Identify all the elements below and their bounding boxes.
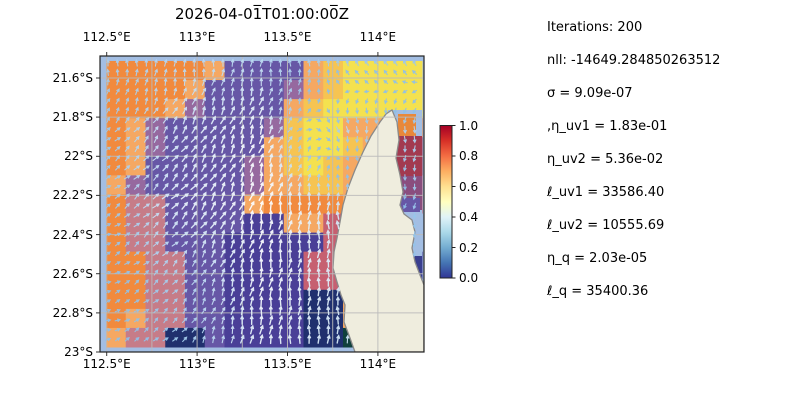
x-tick-label-bottom: 113.5°E: [263, 357, 312, 371]
y-tick-label: 22.8°S: [52, 305, 93, 320]
stat-line-5: ℓ_uv1 = 33586.40: [547, 185, 665, 200]
quiver-arrows: [104, 58, 418, 345]
x-tick-label-top: 112.5°E: [82, 30, 131, 44]
y-tick-label: 22.4°S: [52, 227, 93, 242]
x-tick-label-top: 114°E: [359, 30, 397, 44]
x-tick-label-top: 113.5°E: [263, 30, 312, 44]
stat-line-7: η_q = 2.03e-05: [547, 251, 648, 266]
colorbar-tick-label: 0.2: [459, 240, 479, 255]
colorbar-tick-label: 0.4: [459, 210, 479, 224]
y-tick-label: 23°S: [64, 345, 93, 359]
x-tick-label-bottom: 113°E: [178, 357, 216, 371]
colorbar-tick-label: 0.8: [459, 149, 479, 163]
colorbar-tick-label: 1.0: [459, 118, 479, 133]
stat-line-0: Iterations: 200: [547, 20, 643, 35]
colorbar-tick-label: 0.6: [459, 179, 479, 194]
plot-border: [99, 55, 425, 353]
stat-line-6: ℓ_uv2 = 10555.69: [547, 218, 665, 233]
stat-line-2: σ = 9.09e-07: [547, 86, 633, 101]
y-tick-label: 22.2°S: [52, 188, 93, 203]
x-tick-label-bottom: 112.5°E: [82, 357, 131, 371]
chart-title: 2026-04-01̅T01:00:00̅Z: [175, 5, 349, 23]
colorbar-tick-label: 0.0: [459, 271, 479, 285]
axis-ticks: [96, 52, 379, 356]
x-tick-label-top: 113°E: [178, 30, 216, 44]
stat-line-4: η_uv2 = 5.36e-02: [547, 152, 664, 167]
stat-line-8: ℓ_q = 35400.36: [547, 284, 649, 299]
y-tick-label: 22.6°S: [52, 266, 93, 281]
land-shape: [332, 109, 424, 352]
colorbar: [439, 125, 456, 279]
y-tick-label: 21.6°S: [52, 71, 93, 85]
y-tick-label: 22°S: [64, 149, 93, 164]
y-tick-label: 21.8°S: [52, 110, 93, 125]
x-tick-label-bottom: 114°E: [359, 357, 397, 371]
stat-line-1: nll: -14649.284850263512: [547, 53, 721, 68]
stat-line-3: ,η_uv1 = 1.83e-01: [547, 119, 668, 134]
